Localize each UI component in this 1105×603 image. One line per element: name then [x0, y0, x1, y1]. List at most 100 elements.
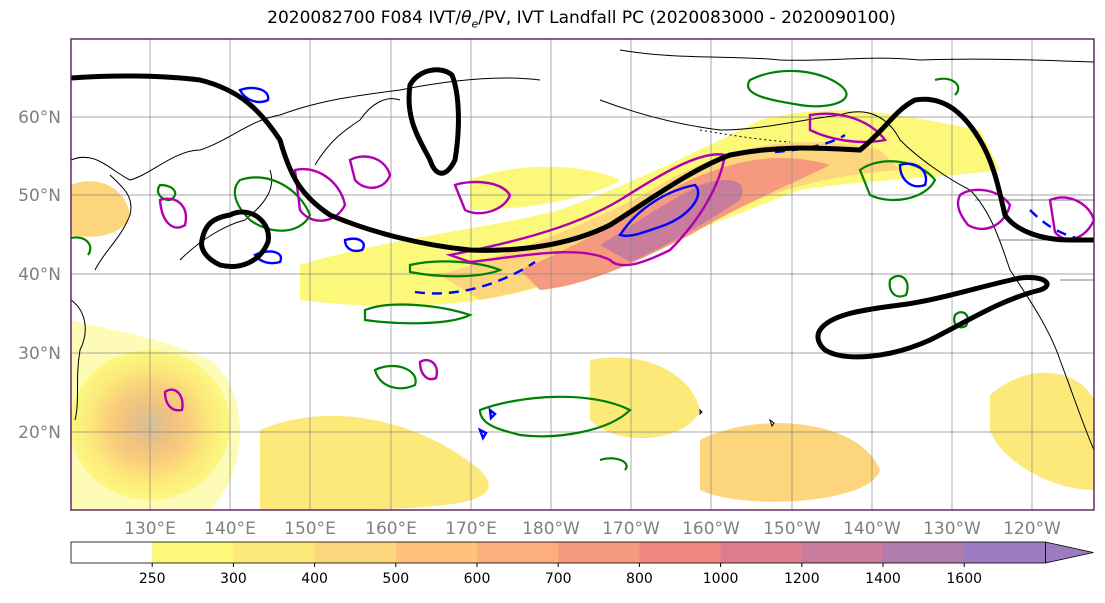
ivt-band-south-a: [260, 415, 489, 510]
colorbar-swatch: [558, 542, 640, 563]
pv-contour-japan: [253, 250, 283, 265]
title-theta: θ: [461, 8, 472, 28]
theta-e-contour-east-a: [888, 274, 909, 298]
coastline-kamchatka: [314, 98, 401, 166]
lon-label-180w: 180°W: [522, 519, 580, 539]
theta-e-contour-alaska: [747, 69, 848, 108]
lat-label-20n: 20°N: [18, 423, 61, 443]
coastline-japan: [179, 169, 273, 261]
pc-contour-gulf: [808, 112, 888, 144]
ivt-contour-arctic: [406, 67, 461, 176]
title-suffix: /PV, IVT Landfall PC (2020083000 - 20200…: [478, 8, 896, 28]
theta-e-contour-south-a: [478, 395, 632, 438]
theta-e-contour-kuril: [233, 176, 312, 232]
theta-e-contour-mid-a: [363, 303, 473, 325]
theta-e-contour-west: [71, 236, 92, 256]
figure-title: 2020082700 F084 IVT/θe/PV, IVT Landfall …: [0, 8, 1105, 30]
pc-contour-mid: [418, 358, 439, 381]
colorbar-swatch: [801, 542, 884, 563]
map-frame: [70, 38, 1095, 511]
lon-label-140w: 140°W: [843, 519, 901, 539]
colorbar-tick-label: 1200: [784, 571, 820, 587]
colorbar-swatch: [964, 542, 1046, 563]
colorbar-tick-label: 300: [220, 571, 247, 587]
theta-e-contour-gulf: [858, 160, 937, 202]
theta-e-contour-south-c: [599, 457, 628, 471]
theta-e-contour-mid-b: [408, 260, 503, 278]
pv-contour-b: [343, 237, 365, 253]
lat-label-50n: 50°N: [18, 186, 61, 206]
coastline-north-america: [599, 99, 1094, 451]
lat-label-30n: 30°N: [18, 344, 61, 364]
colorbar-tick-label: 1400: [865, 571, 901, 587]
coastline-aleutians: [699, 129, 791, 143]
colorbar-swatch: [639, 542, 722, 563]
coastline-hawaii: [699, 408, 775, 428]
lon-label-150w: 150°W: [763, 519, 821, 539]
pc-contour-main: [445, 153, 727, 267]
lat-label-60n: 60°N: [18, 108, 61, 128]
pc-contour-kuril: [293, 167, 347, 222]
pv-contour-gulf: [898, 162, 928, 188]
pc-contour-japan-sea: [158, 197, 188, 229]
lon-label-160w: 160°W: [682, 519, 740, 539]
title-prefix: 2020082700 F084 IVT/: [267, 8, 462, 28]
theta-e-contour-south-b: [373, 365, 417, 390]
theta-e-contour-a: [156, 183, 177, 202]
lon-label-170e: 170°E: [445, 519, 497, 539]
lon-label-130w: 130°W: [923, 519, 981, 539]
colorbar-tick-label: 1600: [946, 571, 982, 587]
lat-label-40n: 40°N: [18, 265, 61, 285]
colorbar-tick-label: 250: [139, 571, 166, 587]
pv-contour-north: [238, 86, 270, 104]
colorbar-tick-label: 500: [382, 571, 409, 587]
pc-contour-kamchatka: [348, 155, 392, 189]
colorbar-tick-label: 800: [626, 571, 653, 587]
colorbar-swatch: [720, 542, 803, 563]
colorbar: 250 300 400 500 600 700 800 1000 1200 1400 1600: [70, 541, 1094, 587]
coastline-china: [71, 299, 86, 421]
colorbar-tick-label: 600: [464, 571, 491, 587]
coastline-korea: [94, 174, 132, 271]
colorbar-swatch: [314, 542, 397, 563]
theta-e-contour-east-b: [953, 311, 969, 329]
ivt-landfall-contours: [71, 67, 1094, 360]
lon-label-160e: 160°E: [365, 519, 417, 539]
pv-contour-main: [618, 183, 700, 237]
colorbar-swatch: [883, 542, 965, 563]
ivt-band-south-b: [590, 357, 700, 439]
colorbar-extend-arrow: [1045, 541, 1094, 564]
ivt-band-south-c: [700, 423, 880, 502]
pc-contour-typhoon: [163, 388, 184, 412]
pv-contour-specks: [477, 407, 497, 441]
colorbar-swatch: [233, 542, 316, 563]
colorbar-tick-label: 700: [545, 571, 572, 587]
title-subscript: e: [471, 17, 479, 31]
colorbar-tick-label: 1000: [703, 571, 739, 587]
colorbar-tick-label: 400: [301, 571, 328, 587]
ivt-contour-main: [71, 73, 1094, 253]
lon-label-170w: 170°W: [602, 519, 660, 539]
theta-e-contour-north: [934, 77, 960, 96]
landfall-pc-contours: [158, 112, 1094, 412]
pc-contour-coast-a: [956, 188, 1012, 231]
ivt-contour-subtropical: [815, 274, 1050, 360]
colorbar-swatch: [395, 542, 478, 563]
ivt-shading: [71, 110, 1094, 510]
map-area: [71, 39, 1094, 510]
latitude-labels: 60°N 50°N 40°N 30°N 20°N: [18, 108, 61, 443]
ivt-contour-japan: [199, 209, 271, 269]
colorbar-swatch: [477, 542, 559, 563]
ivt-band-east: [990, 372, 1094, 490]
lon-label-150e: 150°E: [284, 519, 336, 539]
pc-contour-bering: [453, 180, 512, 215]
longitude-labels: 130°E 140°E 150°E 160°E 170°E 180°W 170°…: [124, 519, 1061, 539]
coastline-arctic: [619, 49, 1094, 63]
lon-label-140e: 140°E: [204, 519, 256, 539]
lon-label-130e: 130°E: [124, 519, 176, 539]
ivt-band-west: [71, 320, 240, 510]
theta-e-contours: [71, 69, 969, 471]
colorbar-swatch: [71, 542, 153, 563]
lon-label-120w: 120°W: [1003, 519, 1061, 539]
